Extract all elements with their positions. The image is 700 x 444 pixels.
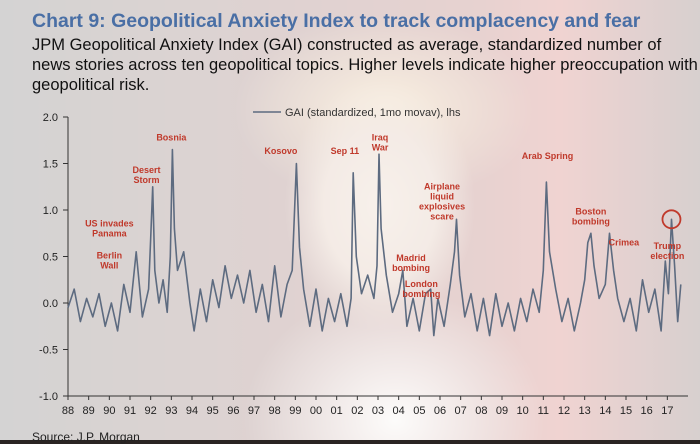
annotation-line: US invades bbox=[85, 219, 134, 229]
annotation-line: Storm bbox=[134, 175, 160, 185]
annotation-line: Boston bbox=[575, 207, 606, 217]
annotation-line: Kosovo bbox=[264, 146, 298, 156]
line-chart: 2.0 1.5 1.0 0.5 0.0 -0.5 -1.0 88 89 90 91 92 93 94 95 9… bbox=[39, 107, 688, 417]
x-tick-label: 95 bbox=[207, 405, 219, 417]
annotation-line: Sep 11 bbox=[331, 146, 360, 156]
annotation-line: Arab Spring bbox=[522, 151, 574, 161]
annotation-label: Iraq War bbox=[372, 132, 389, 152]
annotation-line: Madrid bbox=[396, 253, 426, 263]
x-tick-label: 12 bbox=[558, 405, 570, 417]
annotation-label: Desert Storm bbox=[133, 165, 161, 185]
x-tick-label: 90 bbox=[103, 405, 115, 417]
annotations: US invades Panama Berlin Wall Desert Storm Bos… bbox=[85, 132, 684, 299]
annotation-line: Crimea bbox=[609, 237, 641, 247]
annotation-line: liquid bbox=[430, 192, 454, 202]
legend-label: GAI (standardized, 1mo movav), lhs bbox=[285, 107, 461, 119]
annotation-line: election bbox=[650, 251, 684, 261]
annotation-line: bombing bbox=[392, 263, 430, 273]
annotation-line: Berlin bbox=[97, 250, 123, 260]
y-tick-label: -1.0 bbox=[39, 391, 58, 403]
annotation-line: bombing bbox=[402, 289, 440, 299]
annotation-label: Airplane liquid explosives scare bbox=[419, 182, 465, 222]
x-tick-label: 00 bbox=[310, 405, 322, 417]
x-tick-label: 09 bbox=[496, 405, 508, 417]
series-line-gai bbox=[67, 148, 682, 337]
annotation-line: Desert bbox=[133, 165, 161, 175]
x-tick-label: 13 bbox=[579, 405, 591, 417]
x-tick-label: 94 bbox=[186, 405, 198, 417]
x-tick-label: 89 bbox=[83, 405, 95, 417]
y-tick-label: 0.0 bbox=[43, 298, 58, 310]
annotation-label: Madrid bombing bbox=[392, 253, 430, 273]
x-tick-label: 11 bbox=[538, 405, 549, 417]
x-tick-label: 01 bbox=[331, 405, 343, 417]
annotation-line: Panama bbox=[92, 229, 128, 239]
chart-axes bbox=[63, 116, 688, 400]
x-tick-label: 17 bbox=[661, 405, 673, 417]
x-tick-label: 92 bbox=[145, 405, 157, 417]
annotation-line: Wall bbox=[100, 260, 118, 270]
annotation-label: Sep 11 bbox=[331, 146, 360, 156]
annotation-line: War bbox=[372, 142, 389, 152]
x-tick-label: 03 bbox=[372, 405, 384, 417]
annotation-label: London bombing bbox=[402, 279, 440, 299]
x-tick-label: 08 bbox=[475, 405, 487, 417]
annotation-line: scare bbox=[430, 212, 454, 222]
highlight-circle bbox=[661, 209, 682, 230]
annotation-line: bombing bbox=[572, 217, 610, 227]
x-tick-label: 98 bbox=[269, 405, 281, 417]
annotation-line: explosives bbox=[419, 202, 465, 212]
x-tick-label: 91 bbox=[124, 405, 136, 417]
chart-subtitle: JPM Geopolitical Anxiety Index (GAI) con… bbox=[32, 36, 698, 94]
x-tick-label: 05 bbox=[413, 405, 425, 417]
x-tick-label: 99 bbox=[289, 405, 301, 417]
annotation-line: Airplane bbox=[424, 182, 460, 192]
x-tick-label: 15 bbox=[620, 405, 632, 417]
x-tick-label: 93 bbox=[165, 405, 177, 417]
x-tick-label: 14 bbox=[599, 405, 611, 417]
y-tick-label: 2.0 bbox=[43, 112, 58, 124]
series-group bbox=[67, 148, 682, 337]
annotation-label: Boston bombing bbox=[572, 207, 610, 227]
x-tick-label: 10 bbox=[517, 405, 529, 417]
y-tick-label: -0.5 bbox=[39, 345, 58, 357]
x-tick-label: 04 bbox=[393, 405, 405, 417]
x-tick-label: 02 bbox=[351, 405, 363, 417]
annotation-label: Kosovo bbox=[264, 146, 298, 156]
annotation-label: Trump election bbox=[650, 241, 684, 261]
y-tick-label: 1.5 bbox=[43, 159, 58, 171]
x-tick-label: 16 bbox=[641, 405, 653, 417]
annotation-line: Trump bbox=[654, 241, 682, 251]
x-tick-label: 07 bbox=[455, 405, 467, 417]
annotation-line: Iraq bbox=[372, 132, 389, 142]
y-tick-label: 1.0 bbox=[43, 205, 58, 217]
annotation-label: Bosnia bbox=[156, 132, 187, 142]
annotation-label: US invades Panama bbox=[85, 219, 134, 239]
x-tick-label: 96 bbox=[227, 405, 239, 417]
x-tick-label: 88 bbox=[62, 405, 74, 417]
annotation-line: Bosnia bbox=[156, 132, 187, 142]
annotation-label: Berlin Wall bbox=[97, 250, 123, 270]
annotation-label: Arab Spring bbox=[522, 151, 574, 161]
annotation-line: London bbox=[405, 279, 438, 289]
x-tick-label: 97 bbox=[248, 405, 260, 417]
chart-legend: GAI (standardized, 1mo movav), lhs bbox=[253, 107, 461, 119]
source-note: Source: J.P. Morgan bbox=[32, 430, 140, 444]
chart-title: Chart 9: Geopolitical Anxiety Index to t… bbox=[32, 10, 641, 32]
annotation-label: Crimea bbox=[609, 237, 641, 247]
y-tick-label: 0.5 bbox=[43, 252, 58, 264]
tick-labels: 2.0 1.5 1.0 0.5 0.0 -0.5 -1.0 88 89 90 91 92 93 94 95 9… bbox=[39, 112, 673, 417]
x-tick-label: 06 bbox=[434, 405, 446, 417]
